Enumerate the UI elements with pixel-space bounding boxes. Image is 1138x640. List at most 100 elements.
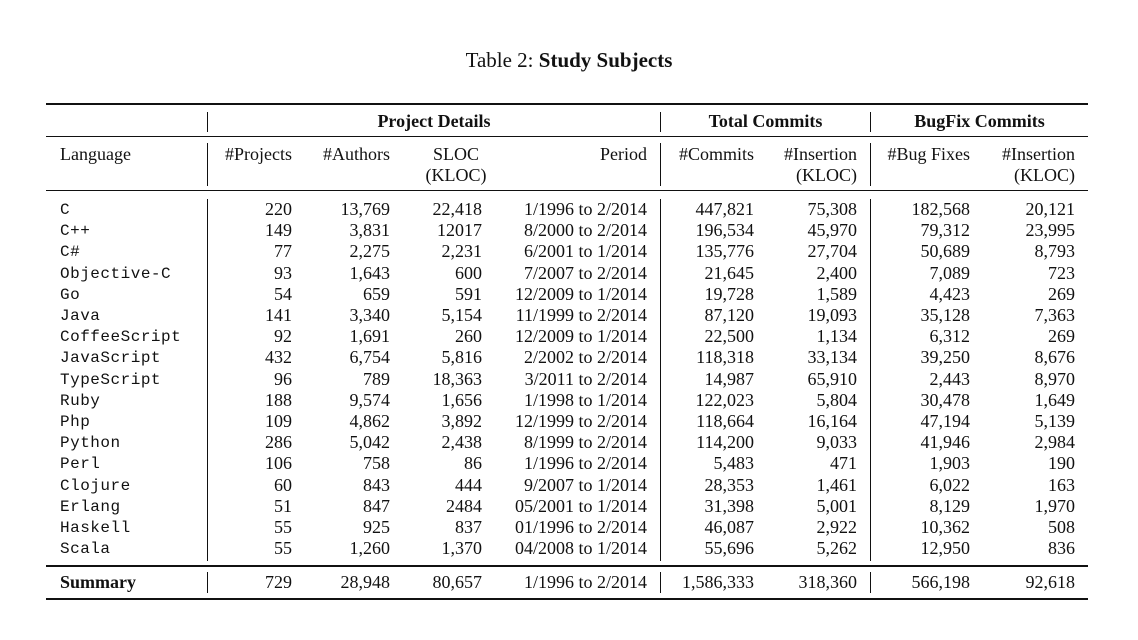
cell-projects: 54	[274, 283, 292, 304]
cell-sloc: 22,418	[432, 199, 483, 219]
cell-language: Java	[60, 307, 101, 325]
cell-authors: 2,275	[349, 241, 391, 262]
cell-language: Python	[60, 434, 121, 453]
cell-authors: 6,754	[349, 347, 391, 368]
cell-bug-fixes: 4,423	[929, 283, 971, 304]
cell-commits: 5,483	[713, 453, 755, 474]
bottom-rule	[46, 598, 1088, 600]
cell-insertion-bugfix: 8,676	[1034, 347, 1076, 368]
group-header-rule	[46, 136, 1088, 137]
cell-insertion-bugfix: 190	[1048, 453, 1075, 474]
cell-authors: 1,691	[349, 326, 391, 347]
cell-language: C	[60, 201, 71, 219]
cell-authors: 9,574	[349, 389, 391, 410]
col-header-commits: #Commits	[678, 144, 754, 164]
cell-sloc: 12017	[437, 220, 482, 241]
cell-commits: 447,821	[695, 199, 755, 219]
cell-insertion-total: 5,262	[816, 538, 858, 559]
summary-projects: 729	[265, 572, 292, 592]
cell-authors: 659	[363, 283, 390, 304]
cell-authors: 5,042	[349, 432, 391, 453]
col-header-insertion-bugfix: #Insertion	[1002, 144, 1075, 164]
cell-commits: 31,398	[704, 495, 755, 516]
cell-authors: 4,862	[349, 411, 391, 431]
cell-commits: 135,776	[695, 241, 755, 262]
cell-language: Clojure	[60, 476, 131, 495]
cell-projects: 93	[274, 262, 292, 283]
cell-insertion-total: 75,308	[807, 199, 858, 219]
cell-projects: 51	[274, 495, 292, 516]
cell-language: TypeScript	[60, 370, 162, 389]
cell-projects: 55	[274, 517, 292, 537]
cell-insertion-bugfix: 269	[1048, 283, 1075, 304]
cell-insertion-bugfix: 269	[1048, 326, 1075, 347]
cell-period: 11/1999 to 2/2014	[515, 305, 647, 325]
cell-projects: 149	[265, 220, 292, 241]
cell-commits: 118,318	[696, 347, 754, 368]
cell-projects: 96	[274, 368, 292, 389]
cell-insertion-total: 1,589	[816, 283, 858, 304]
cell-insertion-bugfix: 508	[1048, 517, 1075, 537]
cell-projects: 286	[265, 432, 292, 453]
cell-bug-fixes: 41,946	[920, 432, 971, 453]
separator-project	[660, 572, 661, 593]
cell-language: C#	[60, 243, 81, 262]
cell-language: Objective-C	[60, 264, 172, 283]
cell-sloc: 591	[455, 283, 482, 304]
col-header-insertion-bugfix-unit: (KLOC)	[1014, 165, 1075, 185]
col-header-period: Period	[600, 144, 647, 164]
cell-commits: 122,023	[695, 389, 755, 410]
cell-language: CoffeeScript	[60, 328, 182, 347]
group-header-project-details: Project Details	[377, 111, 491, 131]
cell-insertion-total: 1,461	[816, 474, 858, 495]
cell-bug-fixes: 2,443	[929, 368, 971, 389]
separator-project	[660, 143, 661, 186]
col-header-projects: #Projects	[225, 144, 292, 164]
cell-period: 1/1996 to 2/2014	[523, 199, 647, 219]
col-header-sloc: SLOC	[432, 144, 479, 164]
cell-insertion-total: 2,922	[816, 517, 858, 537]
cell-bug-fixes: 39,250	[920, 347, 971, 368]
cell-projects: 92	[274, 326, 292, 347]
summary-authors: 28,948	[340, 572, 391, 592]
cell-language: Scala	[60, 540, 111, 559]
cell-period: 1/1996 to 2/2014	[523, 453, 647, 474]
cell-sloc: 5,154	[441, 305, 483, 325]
cell-bug-fixes: 7,089	[929, 262, 971, 283]
cell-period: 7/2007 to 2/2014	[523, 262, 647, 283]
cell-projects: 106	[265, 453, 292, 474]
cell-insertion-bugfix: 20,121	[1025, 199, 1076, 219]
cell-period: 01/1996 to 2/2014	[514, 517, 647, 537]
cell-sloc: 5,816	[441, 347, 483, 368]
cell-language: Erlang	[60, 497, 121, 516]
cell-bug-fixes: 50,689	[920, 241, 971, 262]
cell-insertion-total: 5,804	[816, 389, 858, 410]
caption-title: Study Subjects	[538, 48, 673, 72]
cell-projects: 77	[274, 241, 292, 262]
summary-commits: 1,586,333	[682, 572, 754, 592]
cell-authors: 13,769	[340, 199, 391, 219]
cell-bug-fixes: 8,129	[929, 495, 971, 516]
cell-bug-fixes: 6,312	[929, 326, 971, 347]
cell-authors: 3,340	[349, 305, 391, 325]
summary-rule	[46, 565, 1088, 567]
cell-commits: 118,664	[696, 411, 754, 431]
cell-projects: 220	[265, 199, 292, 219]
cell-bug-fixes: 6,022	[929, 474, 971, 495]
cell-period: 6/2001 to 1/2014	[523, 241, 647, 262]
cell-insertion-total: 19,093	[807, 305, 858, 325]
separator-language	[207, 112, 208, 132]
cell-language: Perl	[60, 455, 101, 474]
separator-commits	[870, 112, 871, 132]
cell-commits: 46,087	[704, 517, 755, 537]
cell-period: 3/2011 to 2/2014	[524, 368, 647, 389]
cell-commits: 19,728	[704, 283, 755, 304]
cell-commits: 196,534	[695, 220, 755, 241]
cell-period: 8/2000 to 2/2014	[523, 220, 647, 241]
separator-commits	[870, 143, 871, 186]
col-header-authors: #Authors	[323, 144, 390, 164]
cell-insertion-bugfix: 5,139	[1034, 411, 1076, 431]
cell-insertion-total: 2,400	[816, 262, 858, 283]
cell-authors: 1,643	[349, 262, 391, 283]
summary-period: 1/1996 to 2/2014	[523, 572, 647, 592]
